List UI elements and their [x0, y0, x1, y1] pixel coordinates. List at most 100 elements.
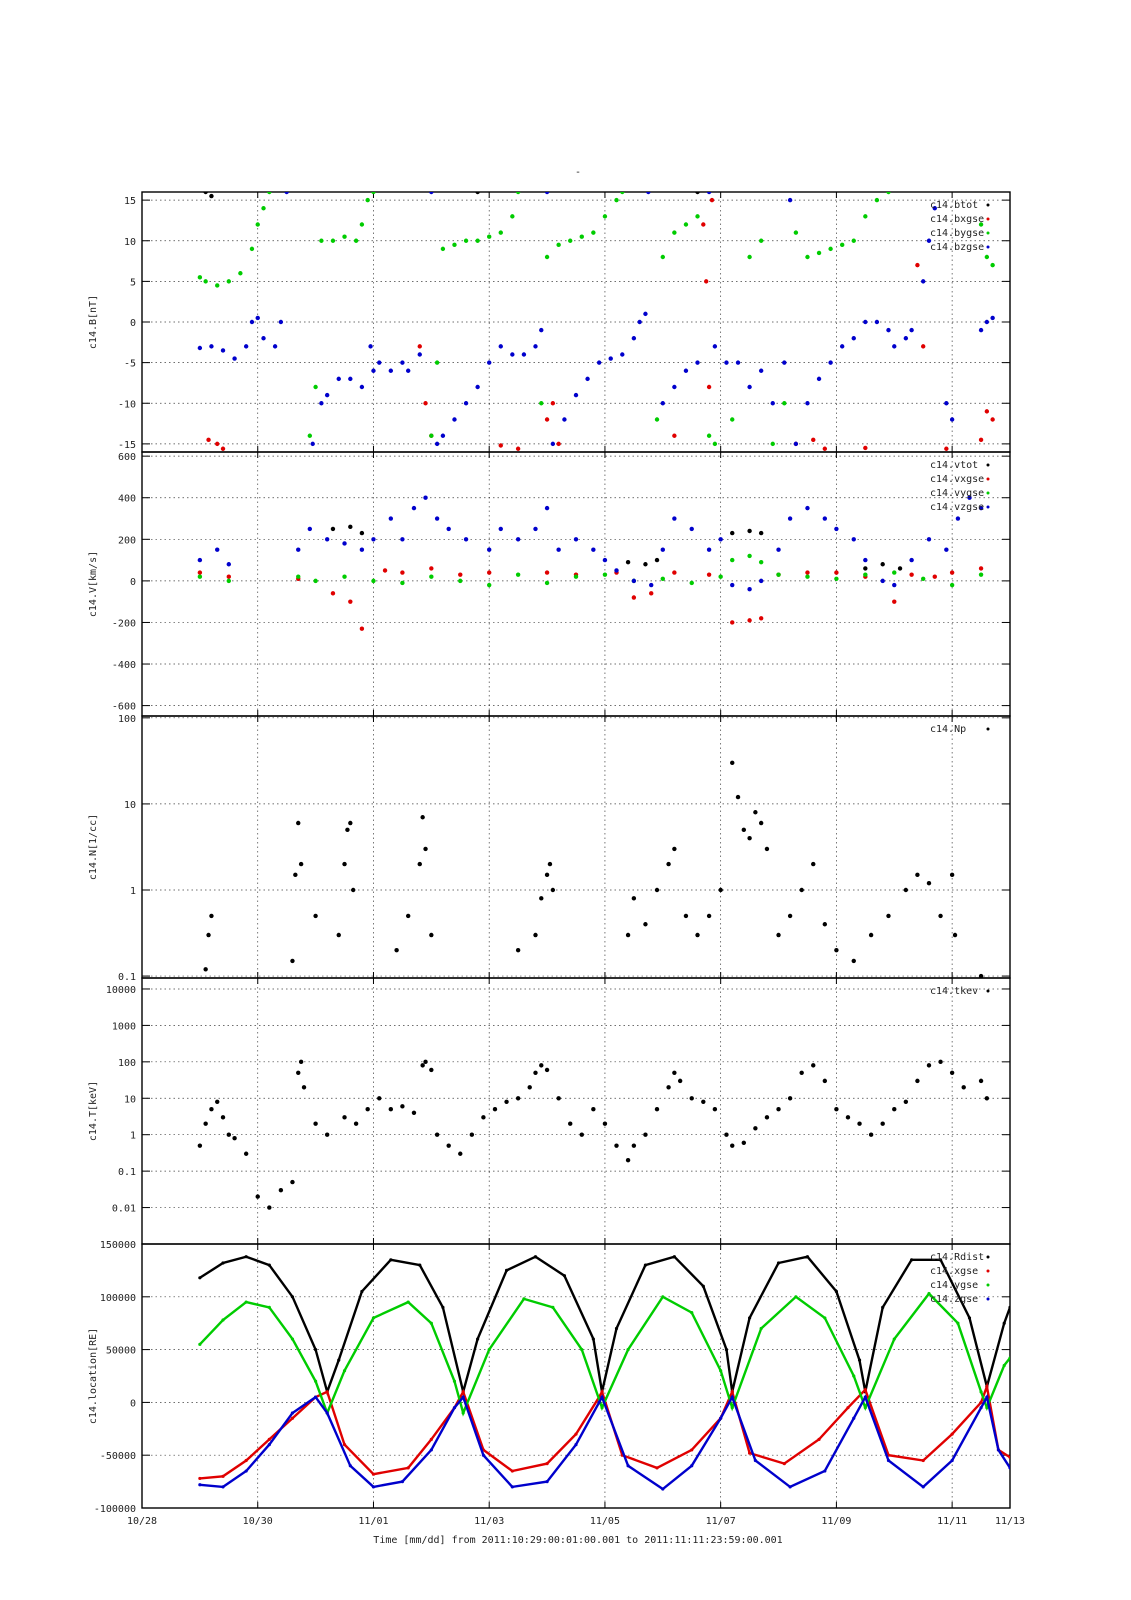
data-point [892, 582, 897, 588]
data-point [556, 441, 561, 447]
data-point [203, 967, 208, 972]
legend-entry: c14.Rdist [930, 1252, 984, 1263]
data-point [672, 846, 677, 852]
x-tick-label: 11/05 [590, 1516, 620, 1527]
x-tick-label: 10/30 [243, 1516, 273, 1527]
data-point [278, 1187, 284, 1193]
data-point [834, 576, 839, 582]
x-tick-label: 11/07 [706, 1516, 736, 1527]
data-point [359, 626, 365, 631]
data-point [602, 214, 608, 219]
data-point [950, 1432, 954, 1436]
legend-entry: c14.bygse [930, 228, 984, 239]
data-point [625, 559, 631, 565]
y-tick-label: 0 [130, 318, 136, 329]
data-point [342, 1115, 347, 1120]
data-point [203, 1121, 208, 1126]
data-point [405, 913, 411, 919]
data-point [770, 401, 775, 406]
legend-marker [986, 491, 990, 495]
data-point [626, 1464, 630, 1468]
data-point [238, 271, 243, 276]
data-point [654, 887, 660, 893]
data-point [793, 441, 799, 447]
data-point [221, 1318, 225, 1322]
data-point [892, 1337, 896, 1341]
data-point [822, 516, 828, 521]
data-point [353, 238, 359, 243]
data-point [377, 1096, 382, 1101]
data-point [811, 1063, 816, 1068]
y-tick-label: 0.1 [118, 972, 136, 983]
data-point [626, 1348, 630, 1352]
legend-marker [986, 727, 990, 731]
data-point [545, 1480, 549, 1484]
data-point [706, 384, 712, 390]
panel-0: -15 -10 -5 0 5 10 15 c14.B[nT] c14.btot c14.bxgse… [88, 191, 1011, 453]
data-point [522, 1297, 526, 1301]
data-point [776, 572, 781, 577]
data-point [296, 1070, 301, 1076]
data-point [452, 1406, 457, 1410]
data-point [851, 336, 856, 341]
data-point [498, 443, 503, 448]
data-point [724, 1132, 729, 1137]
data-point [672, 1070, 677, 1076]
data-point [660, 254, 665, 260]
data-point [753, 810, 758, 815]
data-point [851, 238, 856, 243]
data-point [324, 392, 330, 398]
data-point [706, 913, 712, 919]
data-point [226, 562, 231, 567]
series-group [197, 495, 984, 631]
x-tick-label: 10/28 [127, 1516, 157, 1527]
data-point [758, 578, 764, 584]
data-point [874, 319, 880, 325]
data-point [886, 192, 891, 195]
data-point [255, 222, 260, 227]
panel-frame [141, 977, 1011, 1245]
y-tick-label: 0 [130, 1398, 136, 1409]
data-point [197, 557, 203, 563]
data-point [863, 445, 868, 451]
data-point [389, 1258, 393, 1262]
data-point [704, 279, 709, 284]
data-point [701, 1099, 706, 1104]
data-point [748, 1316, 752, 1320]
y-tick-label: -15 [118, 440, 136, 451]
data-point [874, 197, 880, 203]
data-point [475, 192, 480, 195]
data-point [741, 1140, 747, 1145]
data-point [863, 1406, 867, 1410]
data-point [892, 1107, 897, 1112]
data-point [461, 1395, 465, 1399]
data-point [949, 872, 955, 878]
data-point [504, 1099, 509, 1104]
data-point [406, 1466, 410, 1470]
data-point [990, 417, 995, 422]
data-point [434, 441, 440, 447]
data-point [834, 526, 839, 532]
data-point [1008, 1466, 1010, 1470]
data-point [556, 1096, 561, 1101]
data-point [903, 887, 909, 893]
data-point [706, 547, 712, 552]
data-point [817, 1437, 821, 1441]
data-point [313, 384, 318, 390]
data-point [298, 1059, 304, 1065]
data-point [544, 505, 550, 511]
data-point [695, 932, 700, 938]
data-point [420, 1063, 425, 1068]
data-point [625, 1157, 631, 1163]
data-point [215, 1099, 220, 1104]
data-point [839, 344, 845, 349]
y-tick-label: 0.1 [118, 1167, 136, 1178]
data-point [828, 246, 833, 252]
data-point [793, 230, 799, 235]
data-point [643, 1132, 648, 1137]
data-point [249, 319, 255, 325]
legend-marker [986, 231, 990, 235]
data-point [944, 401, 949, 406]
data-point [301, 1085, 307, 1090]
data-point [852, 1374, 856, 1378]
